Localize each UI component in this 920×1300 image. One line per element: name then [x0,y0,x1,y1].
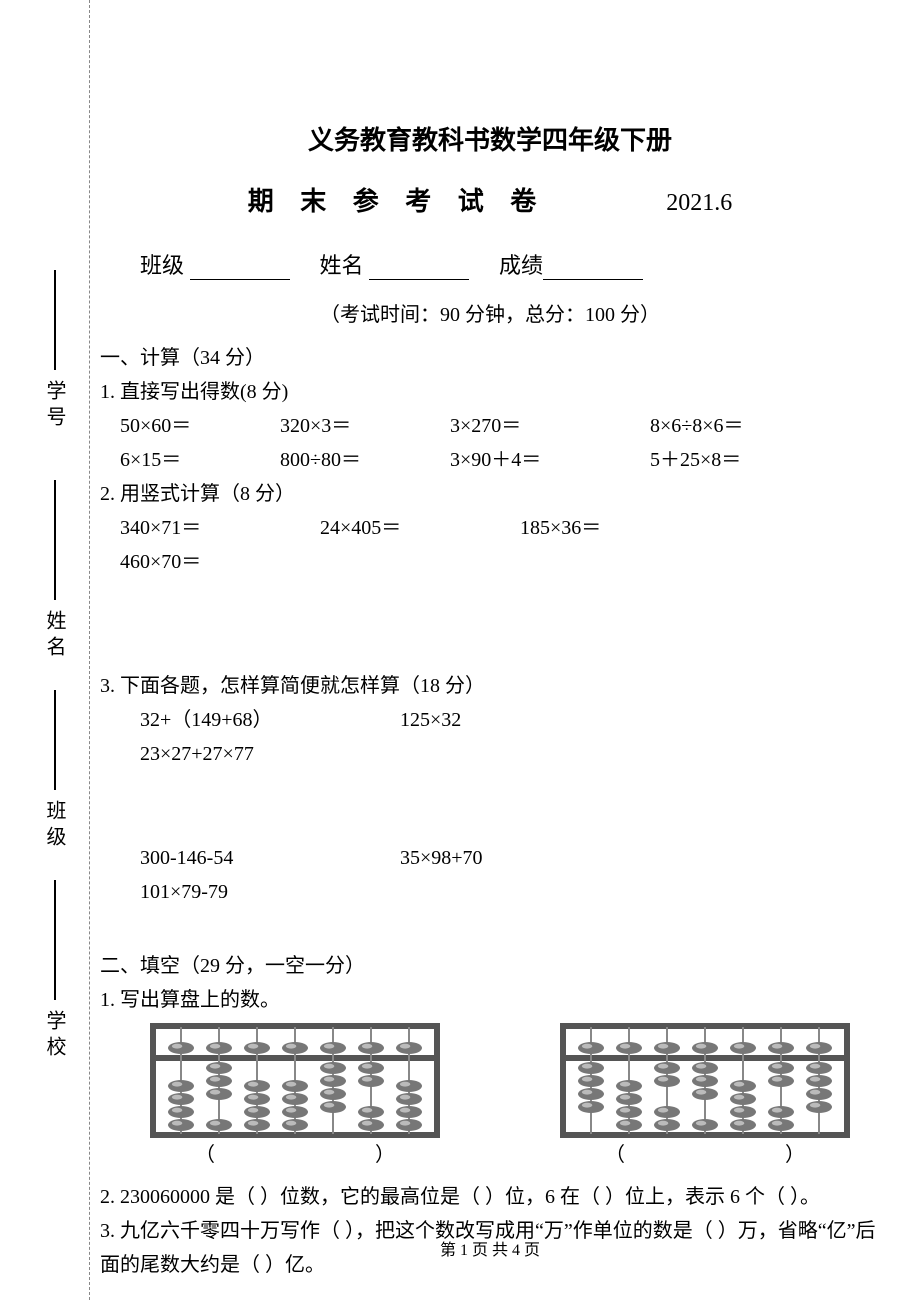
binding-label: 姓名 [40,610,69,662]
class-field: 班级 [140,248,290,280]
sec1-q1-label: 1. 直接写出得数(8 分) [100,375,880,409]
abacus-left-block: （） [150,1023,440,1172]
sec1-q2-label: 2. 用竖式计算（8 分） [100,477,880,511]
sec2-q1-label: 1. 写出算盘上的数。 [100,983,880,1017]
doc-date: 2021.6 [666,190,732,217]
exam-meta: （考试时间：90 分钟，总分：100 分） [100,298,880,327]
sec1-heading: 一、计算（34 分） [100,341,880,375]
score-blank[interactable] [543,258,643,280]
sec1-q1-row1: 50×60＝320×3＝3×270＝8×6÷8×6＝ [120,409,880,443]
page-footer: 第 1 页 共 4 页 [100,1236,880,1260]
sec2-q2: 2. 230060000 是（ ）位数，它的最高位是（ ）位，6 在（ ）位上，… [100,1180,880,1214]
name-field: 姓名 [320,248,470,280]
question-item: 32+（149+68） [140,703,400,737]
binding-label: 学号 [40,380,69,432]
question-item: 320×3＝ [280,409,450,443]
question-item: 3×270＝ [450,409,650,443]
binding-labels: 学号姓名班级学校 [40,0,70,1300]
question-item: 340×71＝ [120,511,320,545]
doc-subtitle: 期 末 参 考 试 卷 [248,181,547,218]
abacus-left [150,1023,440,1138]
question-item: 300-146-54 [140,841,400,875]
abacus-right [560,1023,850,1138]
question-item: 24×405＝ [320,511,520,545]
question-item: 35×98+70 [400,841,660,875]
sec1-q2-row: 340×71＝24×405＝185×36＝ 460×70＝ [120,511,880,579]
abacus-left-caption: （） [150,1138,440,1172]
subtitle-row: 期 末 参 考 试 卷 2021.6 [100,181,880,218]
binding-label: 学校 [40,1010,69,1062]
sec1-q3-row2: 300-146-5435×98+70101×79-79 [140,841,880,909]
question-item: 23×27+27×77 [140,737,400,771]
question-item: 5＋25×8＝ [650,443,870,477]
sec1-q1-row2: 6×15＝800÷80＝3×90＋4＝5＋25×8＝ [120,443,880,477]
question-item: 101×79-79 [140,875,400,909]
sec1-q3-label: 3. 下面各题，怎样算简便就怎样算（18 分） [100,669,880,703]
question-item: 3×90＋4＝ [450,443,650,477]
abacus-right-caption: （） [560,1138,850,1172]
question-item: 460×70＝ [120,545,320,579]
name-blank[interactable] [369,258,469,280]
sec2-heading: 二、填空（29 分，一空一分） [100,949,880,983]
question-item: 50×60＝ [120,409,280,443]
section-2: 二、填空（29 分，一空一分） 1. 写出算盘上的数。 （） （） 2. 230… [100,949,880,1282]
question-item: 800÷80＝ [280,443,450,477]
doc-title: 义务教育教科书数学四年级下册 [100,120,880,157]
score-field: 成绩 [499,248,643,280]
sec1-q3-row1: 32+（149+68）125×3223×27+27×77 [140,703,880,771]
question-item: 8×6÷8×6＝ [650,409,870,443]
abacus-row: （） （） [150,1023,880,1172]
student-info-row: 班级 姓名 成绩 [100,248,880,280]
page-content: 义务教育教科书数学四年级下册 期 末 参 考 试 卷 2021.6 班级 姓名 … [100,40,880,1260]
binding-label: 班级 [40,800,69,852]
section-1: 一、计算（34 分） 1. 直接写出得数(8 分) 50×60＝320×3＝3×… [100,341,880,909]
question-item: 185×36＝ [520,511,720,545]
question-item: 6×15＝ [120,443,280,477]
class-blank[interactable] [190,258,290,280]
question-item: 125×32 [400,703,660,737]
abacus-right-block: （） [560,1023,850,1172]
